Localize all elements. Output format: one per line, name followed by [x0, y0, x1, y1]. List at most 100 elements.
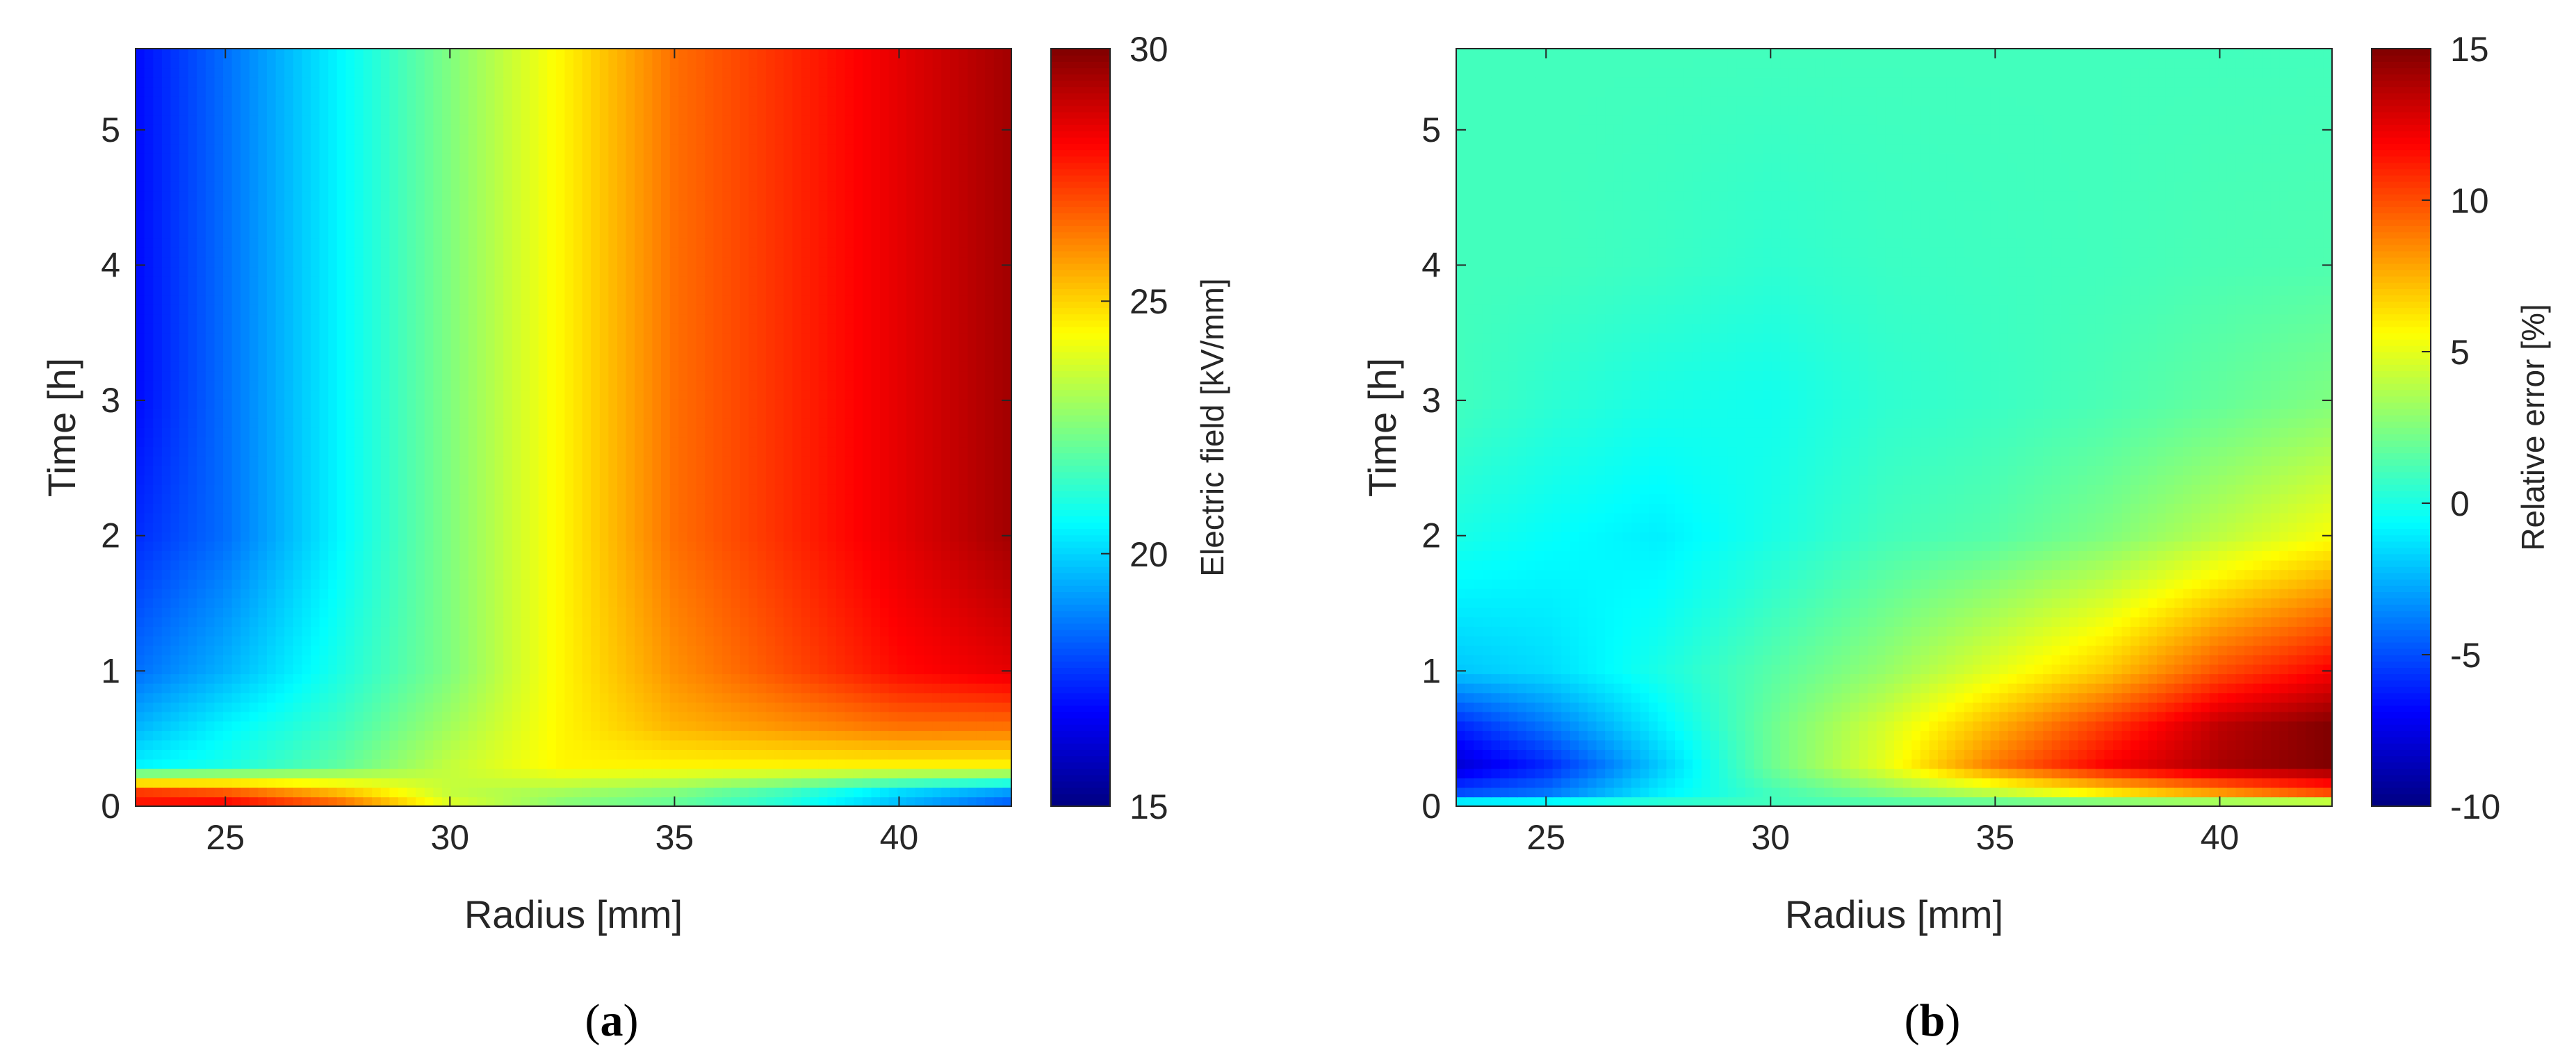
heatmap-cell: [564, 389, 574, 400]
heatmap-cell: [792, 796, 802, 806]
heatmap-cell: [705, 711, 715, 722]
heatmap-cell: [696, 389, 706, 400]
heatmap-cell: [661, 682, 671, 694]
heatmap-cell: [862, 664, 872, 675]
heatmap-cell: [223, 427, 233, 438]
heatmap-cell: [993, 758, 1004, 769]
heatmap-cell: [801, 361, 810, 372]
heatmap-cell: [705, 645, 715, 655]
heatmap-cell: [267, 389, 277, 400]
heatmap-cell: [678, 569, 688, 580]
heatmap-cell: [486, 758, 496, 769]
heatmap-cell: [521, 768, 530, 778]
heatmap-cell: [696, 332, 706, 343]
heatmap-cell: [949, 418, 960, 428]
heatmap-cell: [924, 569, 934, 580]
heatmap-cell: [687, 352, 697, 362]
heatmap-cell: [582, 399, 592, 409]
heatmap-cell: [897, 579, 907, 589]
heatmap-cell: [678, 692, 688, 703]
heatmap-cell: [214, 512, 224, 523]
heatmap-cell: [888, 352, 898, 362]
heatmap-cell: [959, 484, 968, 495]
heatmap-cell: [643, 550, 653, 561]
heatmap-cell: [249, 531, 259, 542]
heatmap-cell: [836, 796, 846, 806]
heatmap-cell: [416, 588, 425, 599]
heatmap-cell: [398, 361, 408, 372]
heatmap-cell: [354, 550, 364, 561]
heatmap-cell: [599, 787, 610, 798]
heatmap-cell: [608, 503, 618, 514]
heatmap-cell: [231, 673, 241, 684]
heatmap-cell: [179, 399, 189, 409]
heatmap-cell: [302, 475, 311, 485]
heatmap-cell: [153, 352, 163, 362]
heatmap-cell: [749, 692, 758, 703]
heatmap-cell: [669, 778, 679, 788]
heatmap-cell: [214, 436, 224, 448]
heatmap-cell: [345, 626, 355, 637]
heatmap-cell: [231, 721, 241, 731]
heatmap-cell: [424, 418, 434, 428]
heatmap-cell: [573, 758, 583, 769]
heatmap-cell: [547, 455, 557, 466]
heatmap-cell: [231, 465, 241, 475]
heatmap-cell: [328, 408, 338, 419]
heatmap-cell: [818, 711, 829, 722]
heatmap-cell: [336, 332, 347, 343]
heatmap-cell: [136, 739, 145, 751]
heatmap-cell: [766, 664, 776, 675]
heatmap-cell: [503, 446, 513, 457]
heatmap-cell: [319, 531, 329, 542]
heatmap-cell: [959, 796, 968, 806]
heatmap-cell: [275, 682, 285, 694]
heatmap-cell: [302, 673, 311, 684]
heatmap-cell: [293, 550, 303, 561]
heatmap-cell: [477, 484, 487, 495]
heatmap-cell: [915, 626, 924, 637]
heatmap-cell: [564, 673, 574, 684]
heatmap-cell: [494, 436, 504, 448]
heatmap-cell: [976, 721, 986, 731]
heatmap-cell: [731, 682, 741, 694]
heatmap-cell: [757, 616, 767, 627]
heatmap-cell: [1002, 531, 1011, 542]
heatmap-cell: [924, 475, 934, 485]
heatmap-cell: [530, 436, 539, 448]
heatmap-cell: [197, 446, 206, 457]
heatmap-cell: [941, 465, 951, 475]
heatmap-cell: [836, 455, 846, 466]
heatmap-cell: [652, 682, 662, 694]
heatmap-cell: [363, 702, 373, 712]
heatmap-cell: [949, 531, 960, 542]
heatmap-cell: [345, 332, 355, 343]
heatmap-cell: [713, 607, 723, 618]
heatmap-cell: [854, 399, 863, 409]
heatmap-cell: [354, 332, 364, 343]
heatmap-cell: [197, 361, 206, 372]
heatmap-cell: [959, 475, 968, 485]
heatmap-cell: [336, 361, 347, 372]
heatmap-cell: [354, 465, 364, 475]
heatmap-cell: [626, 541, 635, 551]
heatmap-cell: [845, 579, 854, 589]
heatmap-cell: [678, 379, 688, 391]
heatmap-cell: [407, 531, 416, 542]
heatmap-cell: [880, 787, 890, 798]
heatmap-cell: [985, 379, 995, 391]
heatmap-cell: [205, 370, 215, 381]
heatmap-cell: [477, 550, 487, 561]
heatmap-cell: [993, 588, 1004, 599]
heatmap-cell: [354, 673, 364, 684]
heatmap-cell: [459, 682, 469, 694]
heatmap-cell: [854, 493, 863, 504]
heatmap-cell: [363, 758, 373, 769]
heatmap-cell: [214, 389, 224, 400]
heatmap-cell: [757, 645, 767, 655]
heatmap-cell: [477, 418, 487, 428]
heatmap-cell: [854, 408, 863, 419]
heatmap-cell: [468, 635, 478, 646]
heatmap-cell: [205, 778, 215, 788]
heatmap-cell: [284, 655, 294, 665]
